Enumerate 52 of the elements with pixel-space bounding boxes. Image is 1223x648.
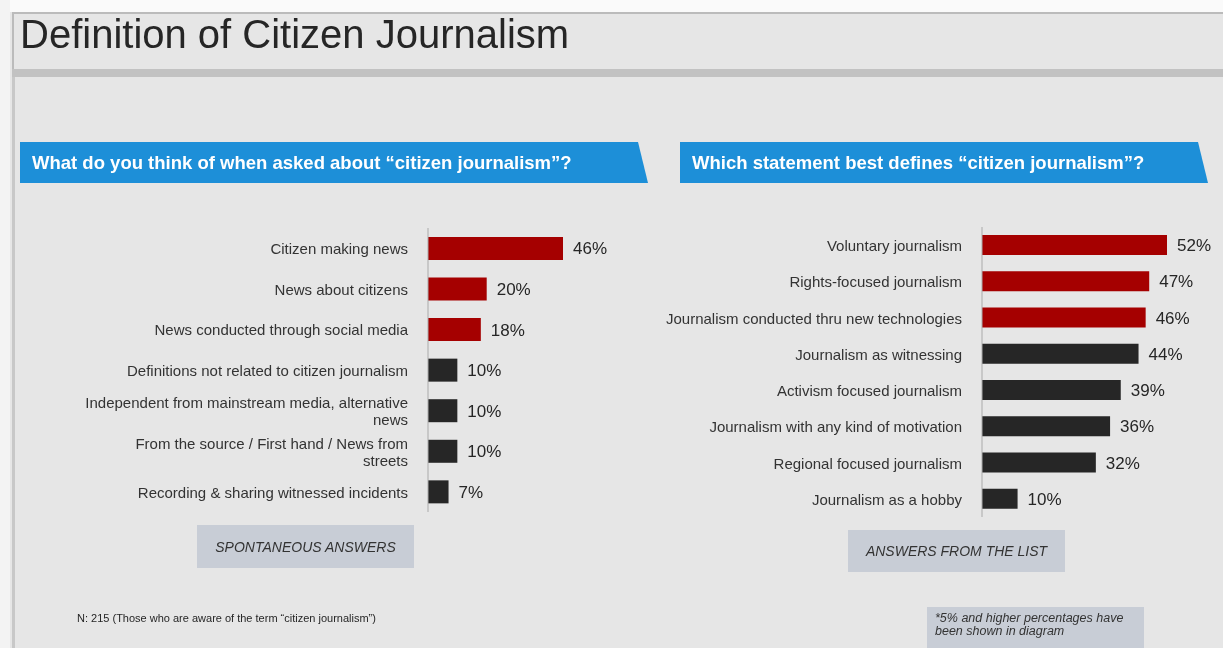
data-label: 44% bbox=[1148, 344, 1183, 364]
chart-subtitle: Which statement best defines “citizen journalism”? bbox=[692, 151, 1145, 175]
data-label: 46% bbox=[573, 239, 608, 259]
y-tick-label: Independent from mainstream media, alternative news bbox=[85, 393, 408, 428]
bar bbox=[982, 343, 1139, 364]
bar bbox=[982, 488, 1018, 509]
bar bbox=[428, 399, 458, 423]
y-tick-label: News about citizens bbox=[274, 280, 408, 298]
bar bbox=[982, 416, 1111, 437]
bar bbox=[428, 277, 487, 301]
text: N: 215 (Those who are aware of the term “citizen journalism”) bbox=[77, 612, 376, 624]
bar bbox=[428, 236, 563, 260]
data-label: 7% bbox=[458, 482, 484, 502]
data-label: 10% bbox=[1027, 489, 1062, 509]
chart-title: Definition of Citizen Journalism bbox=[20, 12, 570, 57]
data-label: 18% bbox=[490, 320, 525, 340]
y-tick-label: Activism focused journalism bbox=[776, 381, 962, 399]
text: ANSWERS FROM THE LIST bbox=[848, 530, 1065, 572]
data-label: 39% bbox=[1130, 381, 1165, 401]
bar bbox=[982, 234, 1167, 255]
data-label: 46% bbox=[1155, 308, 1190, 328]
data-label: 36% bbox=[1120, 417, 1155, 437]
bar bbox=[428, 358, 458, 382]
data-label: 47% bbox=[1159, 272, 1194, 292]
bar bbox=[982, 307, 1146, 328]
y-tick-label: Regional focused journalism bbox=[773, 454, 962, 472]
y-tick-label: Journalism with any kind of motivation bbox=[709, 417, 962, 435]
y-tick-label: Journalism as a hobby bbox=[811, 490, 963, 508]
data-label: 32% bbox=[1105, 453, 1140, 473]
y-tick-label: Citizen making news bbox=[270, 239, 408, 257]
y-tick-label: Definitions not related to citizen journalism bbox=[127, 361, 408, 379]
bar bbox=[428, 439, 458, 463]
chart-subtitle: What do you think of when asked about “citizen journalism”? bbox=[32, 151, 572, 175]
y-tick-label: Recording & sharing witnessed incidents bbox=[137, 483, 408, 501]
text: SPONTANEOUS ANSWERS bbox=[197, 525, 414, 568]
y-tick-label: Journalism conducted thru new technologies bbox=[665, 309, 962, 327]
data-label: 10% bbox=[467, 361, 502, 381]
y-tick-label: Journalism as witnessing bbox=[795, 345, 962, 363]
bar bbox=[428, 318, 481, 342]
data-label: 10% bbox=[467, 401, 502, 421]
y-tick-label: From the source / First hand / News from streets bbox=[135, 434, 408, 469]
data-label: 52% bbox=[1177, 236, 1212, 256]
data-label: 10% bbox=[467, 442, 502, 462]
y-tick-label: News conducted through social media bbox=[154, 320, 409, 338]
bar bbox=[982, 379, 1121, 400]
text: *5% and higher percentages have been shown in diagram bbox=[927, 607, 1144, 648]
y-tick-label: Rights-focused journalism bbox=[789, 272, 962, 290]
y-tick-label: Voluntary journalism bbox=[826, 236, 962, 254]
data-label: 20% bbox=[496, 280, 531, 300]
bar bbox=[982, 271, 1150, 292]
bar bbox=[982, 452, 1096, 473]
bar bbox=[428, 480, 449, 504]
